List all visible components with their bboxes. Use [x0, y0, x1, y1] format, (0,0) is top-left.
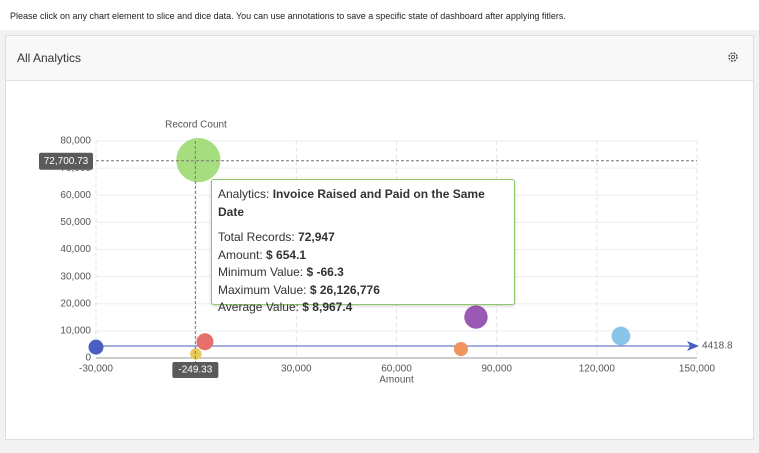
x-tick-label: 30,000: [281, 364, 312, 375]
y-axis-title: Record Count: [165, 120, 227, 131]
crosshair-label-bg: [39, 152, 93, 170]
panel-title: All Analytics: [17, 51, 82, 65]
panel: All Analytics: [5, 35, 754, 440]
tooltip-row-value: 72,947: [298, 230, 335, 244]
x-tick-label: 60,000: [381, 364, 412, 375]
x-tick-label: 120,000: [579, 364, 616, 375]
x-tick-label: 90,000: [481, 364, 512, 375]
panel-header: All Analytics: [6, 36, 753, 81]
x-axis-title: Amount: [379, 375, 414, 386]
x-tick-label: 150,000: [679, 364, 716, 375]
tooltip-label: Analytics:: [218, 187, 270, 201]
y-tick-label: 80,000: [60, 136, 91, 147]
notice: Please click on any chart element to sli…: [0, 0, 759, 30]
crosshair-x-label: -249.33: [178, 365, 212, 376]
tooltip-row-value: $ -66.3: [306, 265, 344, 279]
tooltip-row-value: $ 8,967.4: [302, 300, 353, 314]
tooltip-row-label: Average Value:: [218, 300, 299, 314]
settings-icon[interactable]: [727, 51, 739, 63]
tooltip-row: Average Value: $ 8,967.4: [218, 299, 508, 317]
tooltip-row: Total Records: 72,947: [218, 229, 508, 247]
mark-line-label: 4418.8: [702, 341, 733, 352]
data-point: [611, 326, 631, 346]
y-tick-label: 60,000: [60, 190, 91, 201]
tooltip-row-label: Maximum Value:: [218, 282, 307, 297]
crosshair-y-label: 72,700.73: [44, 156, 89, 167]
y-tick-label: 30,000: [60, 271, 91, 282]
x-tick-label: -30,000: [79, 364, 113, 375]
tooltip-row-label: Total Records:: [218, 230, 295, 244]
data-point: [196, 333, 214, 351]
tooltip-row: Minimum Value: $ -66.3: [218, 264, 508, 282]
data-point: [453, 341, 469, 357]
mark-line-arrow: [687, 341, 699, 352]
tooltip-row: Maximum Value: $ 26,126,776: [218, 282, 508, 300]
y-tick-label: 10,000: [60, 326, 91, 337]
tooltip-row-value: $ 26,126,776: [309, 282, 380, 297]
tooltip-row-value: $ 654.1: [266, 247, 307, 262]
tooltip: Analytics: Invoice Raised and Paid on th…: [211, 179, 515, 314]
y-tick-label: 20,000: [60, 298, 91, 309]
y-tick-label: 50,000: [60, 217, 91, 228]
tooltip-row: Amount: $ 654.1: [218, 247, 508, 265]
tooltip-title: Invoice Raised and Paid on the Same Date: [218, 187, 485, 219]
tooltip-row-label: Minimum Value:: [218, 265, 304, 279]
crosshair-label-bg: [172, 362, 219, 378]
tooltip-row-label: Amount:: [218, 247, 263, 262]
data-point: [464, 305, 488, 329]
y-tick-label: 0: [85, 353, 91, 364]
data-point: [176, 138, 221, 183]
data-point: [88, 339, 104, 355]
y-tick-label: 40,000: [60, 244, 91, 255]
